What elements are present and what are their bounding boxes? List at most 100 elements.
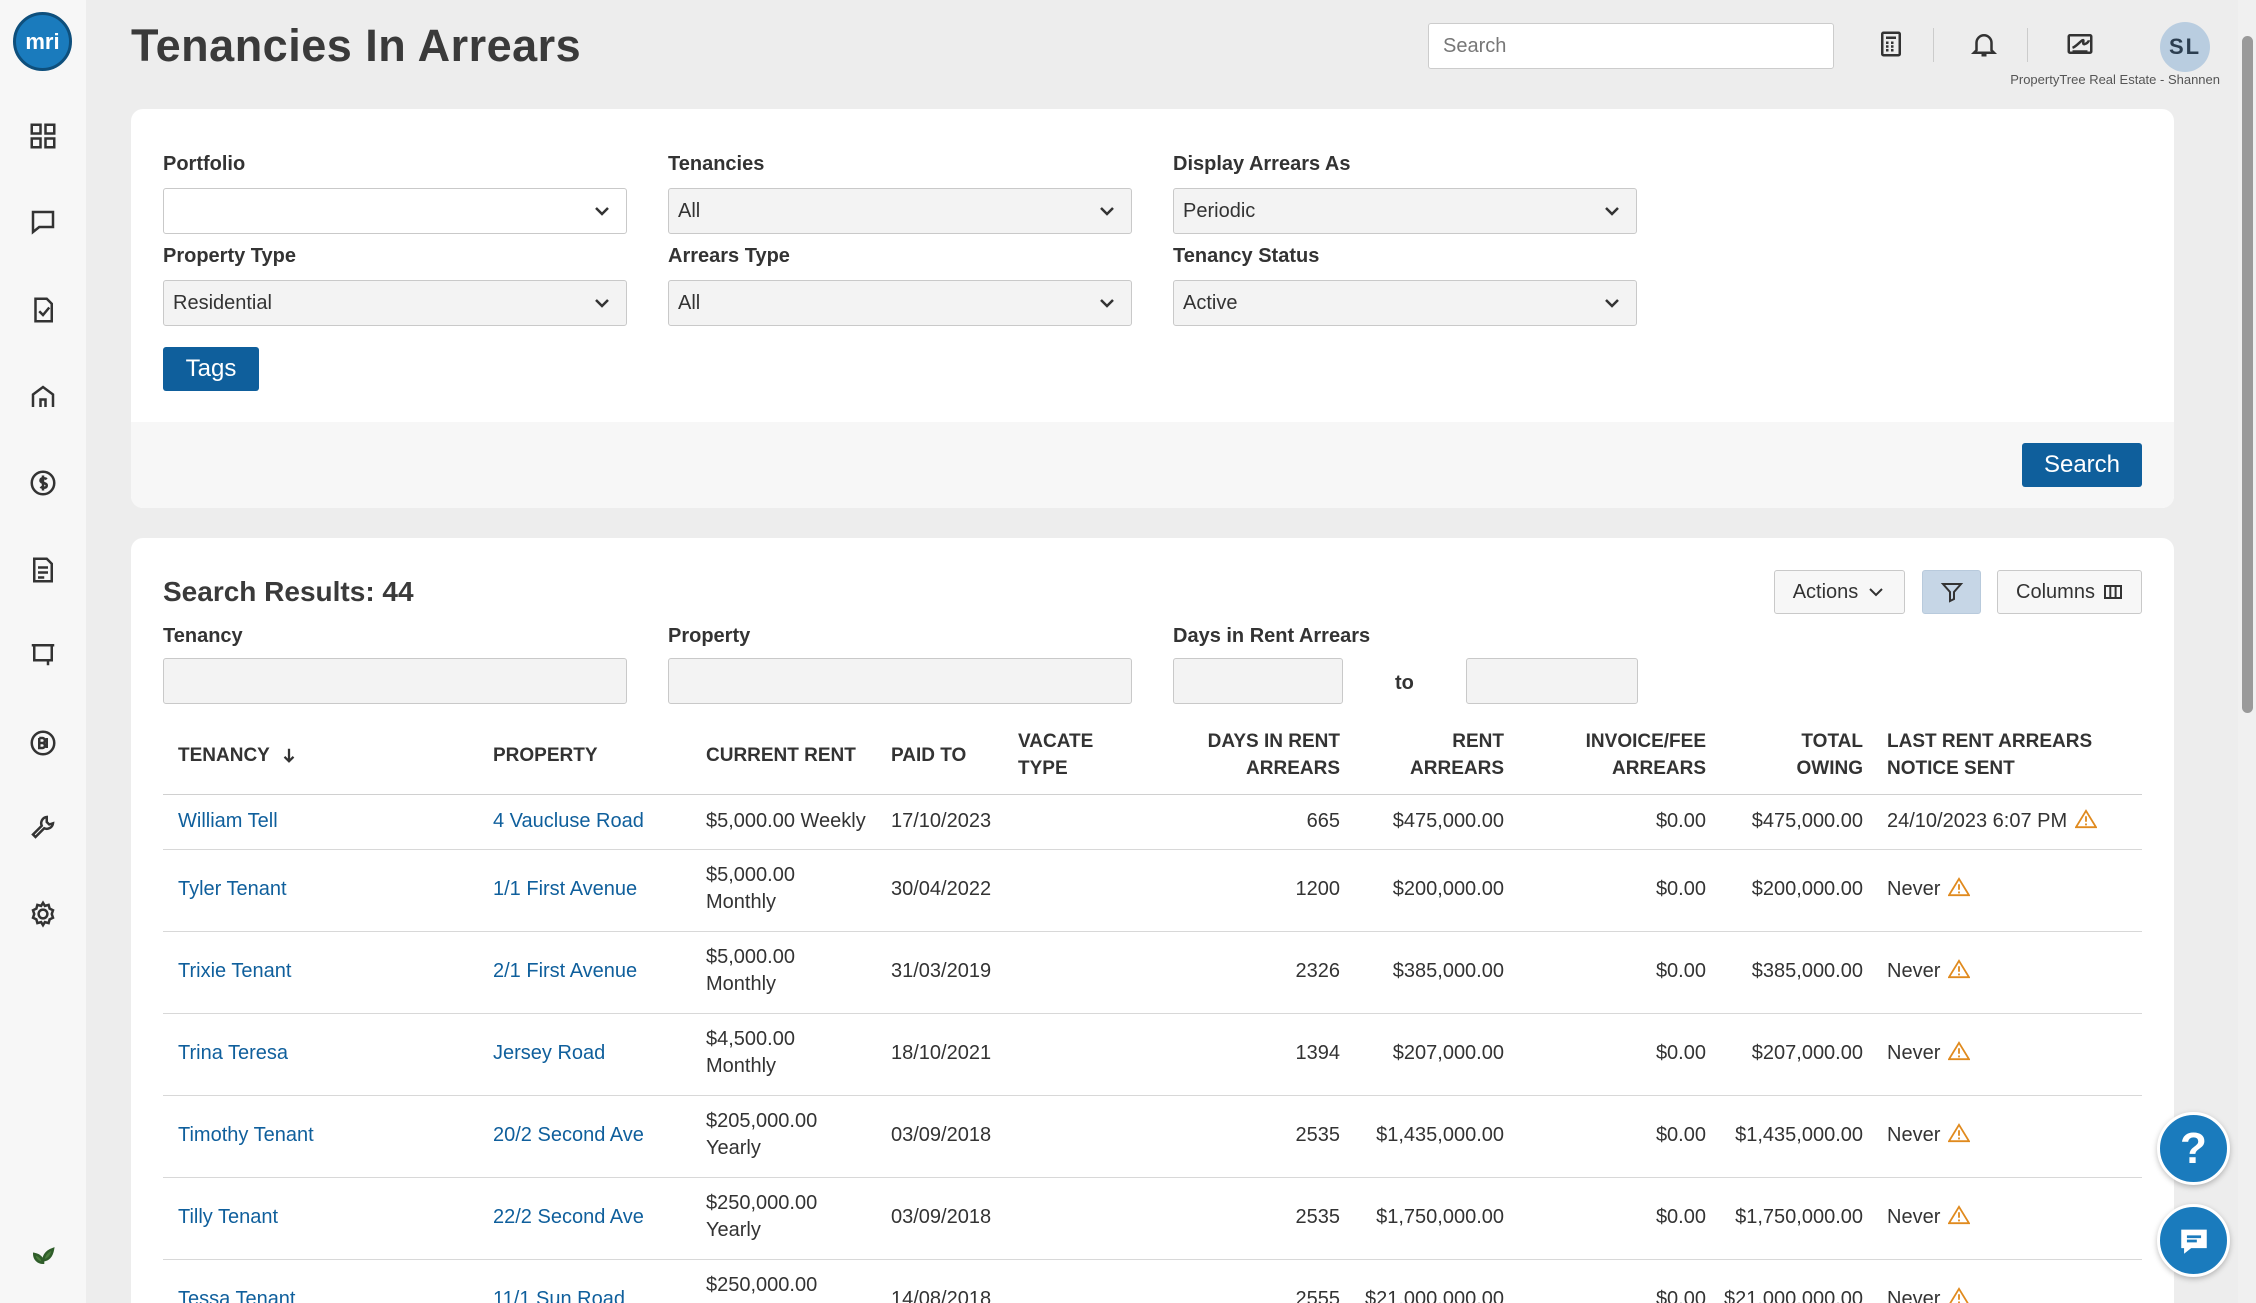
actions-button[interactable]: Actions (1774, 570, 1905, 614)
table-row[interactable]: Timothy Tenant 20/2 Second Ave $205,000.… (163, 1096, 2142, 1178)
property-link[interactable]: 2/1 First Avenue (493, 960, 638, 982)
days-in-arrears: 2535 (1295, 1124, 1341, 1146)
property-link[interactable]: 1/1 First Avenue (493, 878, 638, 900)
days-in-arrears: 1200 (1295, 878, 1341, 900)
bi-icon[interactable] (25, 725, 61, 761)
tenancy-link[interactable]: Trina Teresa (178, 1042, 289, 1064)
tenancy-status-select[interactable]: Active (1173, 280, 1637, 326)
col-rent-arrears[interactable]: RENT ARREARS (1410, 728, 1504, 782)
col-current-rent[interactable]: CURRENT RENT (706, 745, 856, 766)
col-total-line2: OWING (1796, 758, 1864, 779)
document-icon[interactable] (25, 552, 61, 588)
tenancy-link[interactable]: Trixie Tenant (178, 960, 292, 982)
warning-icon[interactable] (1948, 1287, 1970, 1303)
filter-toggle-button[interactable] (1922, 570, 1981, 614)
tenancy-link[interactable]: Tessa Tenant (178, 1288, 296, 1303)
table-row[interactable]: Trina Teresa Jersey Road $4,500.00 Monthl… (163, 1014, 2142, 1096)
arrears-type-select[interactable]: All (668, 280, 1132, 326)
col-vacate-type[interactable]: VACATE TYPE (1018, 728, 1093, 782)
property-link[interactable]: 20/2 Second Ave (493, 1124, 644, 1146)
property-link[interactable]: Jersey Road (493, 1042, 606, 1064)
tenancy-filter-input[interactable] (163, 658, 627, 704)
help-button[interactable]: ? (2157, 1112, 2230, 1185)
tenancy-link[interactable]: Tilly Tenant (178, 1206, 279, 1228)
dashboard-grid-icon[interactable] (25, 118, 61, 154)
tags-button[interactable]: Tags (163, 347, 259, 391)
warning-icon[interactable] (1947, 1123, 1971, 1143)
invoice-arrears: $0.00 (1655, 1288, 1706, 1303)
chat-button[interactable] (2157, 1204, 2230, 1277)
tenancies-label: Tenancies (668, 153, 765, 175)
last-notice: Never (1887, 1286, 1970, 1303)
col-tenancy[interactable]: TENANCY (178, 742, 298, 769)
rent-arrears: $21,000,000.00 (1364, 1288, 1504, 1303)
display-arrears-select[interactable]: Periodic (1173, 188, 1637, 234)
col-last-notice[interactable]: LAST RENT ARREARS NOTICE SENT (1887, 728, 2092, 782)
tenancy-link[interactable]: Timothy Tenant (178, 1124, 314, 1146)
warning-icon[interactable] (1947, 877, 1971, 897)
home-icon[interactable] (25, 379, 61, 415)
days-to-input[interactable] (1466, 658, 1638, 704)
board-icon[interactable] (25, 636, 61, 672)
wrench-icon[interactable] (25, 809, 61, 845)
last-notice: Never (1887, 1122, 1971, 1149)
property-type-select[interactable]: Residential (163, 280, 627, 326)
warning-icon[interactable] (1947, 1041, 1971, 1061)
tenancies-select[interactable]: All (668, 188, 1132, 234)
chevron-down-icon (1097, 293, 1117, 313)
property-link[interactable]: 22/2 Second Ave (493, 1206, 644, 1228)
col-total-owing[interactable]: TOTAL OWING (1797, 728, 1864, 782)
property-link[interactable]: 4 Vaucluse Road (493, 810, 644, 832)
total-owing: $1,750,000.00 (1735, 1206, 1863, 1228)
property-filter-input[interactable] (668, 658, 1132, 704)
days-from-input[interactable] (1173, 658, 1343, 704)
results-table: TENANCY PROPERTY CURRENT RENT PAID TO VA… (163, 718, 2142, 1303)
table-row[interactable]: William Tell 4 Vaucluse Road $5,000.00 W… (163, 795, 2142, 850)
page-scrollbar-thumb[interactable] (2242, 36, 2253, 713)
bell-icon[interactable] (1966, 26, 2002, 62)
task-check-icon[interactable] (25, 292, 61, 328)
header-search-input[interactable] (1428, 23, 1834, 69)
table-row[interactable]: Trixie Tenant 2/1 First Avenue $5,000.00… (163, 932, 2142, 1014)
mri-logo[interactable]: mri (13, 12, 72, 71)
paid-to: 03/09/2018 (891, 1206, 992, 1228)
tenancy-link[interactable]: Tyler Tenant (178, 878, 287, 900)
warning-icon[interactable] (1947, 959, 1971, 979)
header-divider (2027, 28, 2028, 62)
columns-button[interactable]: Columns (1997, 570, 2142, 614)
col-days-in-arrears[interactable]: DAYS IN RENT ARREARS (1208, 728, 1340, 782)
col-property[interactable]: PROPERTY (493, 745, 598, 766)
col-paid-to[interactable]: PAID TO (891, 745, 967, 766)
property-signature-icon[interactable] (2062, 26, 2098, 62)
table-row[interactable]: Tyler Tenant 1/1 First Avenue $5,000.00 M… (163, 850, 2142, 932)
col-days-line2: ARREARS (1246, 758, 1340, 779)
chat-icon[interactable] (25, 204, 61, 240)
table-row[interactable]: Tilly Tenant 22/2 Second Ave $250,000.00… (163, 1178, 2142, 1260)
warning-icon[interactable] (1947, 1205, 1971, 1225)
tenancy-filter-label: Tenancy (163, 625, 243, 647)
col-invoice-arrears[interactable]: INVOICE/FEE ARREARS (1586, 728, 1706, 782)
days-in-arrears: 2535 (1295, 1206, 1341, 1228)
rent-amount: $205,000.00 (706, 1110, 818, 1132)
search-button[interactable]: Search (2022, 443, 2142, 487)
calculator-icon[interactable] (1873, 26, 1909, 62)
rent-amount: $250,000.00 (706, 1274, 818, 1296)
table-row[interactable]: Tessa Tenant 11/1 Sun Road $250,000.00 1… (163, 1260, 2142, 1303)
tenancy-status-value: Active (1183, 291, 1238, 314)
total-owing: $1,435,000.00 (1735, 1124, 1863, 1146)
dollar-icon[interactable] (25, 465, 61, 501)
user-avatar[interactable]: SL (2160, 22, 2210, 72)
sidebar: mri (0, 0, 86, 1303)
rent-arrears: $1,435,000.00 (1376, 1124, 1504, 1146)
col-tenancy-label: TENANCY (178, 745, 270, 766)
gear-icon[interactable] (25, 896, 61, 932)
portfolio-select[interactable] (163, 188, 627, 234)
display-arrears-value: Periodic (1183, 199, 1256, 222)
property-link[interactable]: 11/1 Sun Road (493, 1288, 625, 1303)
filter-footer: Search (131, 422, 2174, 508)
rent-arrears: $475,000.00 (1392, 810, 1504, 832)
warning-icon[interactable] (2074, 809, 2098, 829)
col-vacate-line2: TYPE (1018, 758, 1068, 779)
tenancy-link[interactable]: William Tell (178, 810, 278, 832)
header-divider (1933, 28, 1934, 62)
